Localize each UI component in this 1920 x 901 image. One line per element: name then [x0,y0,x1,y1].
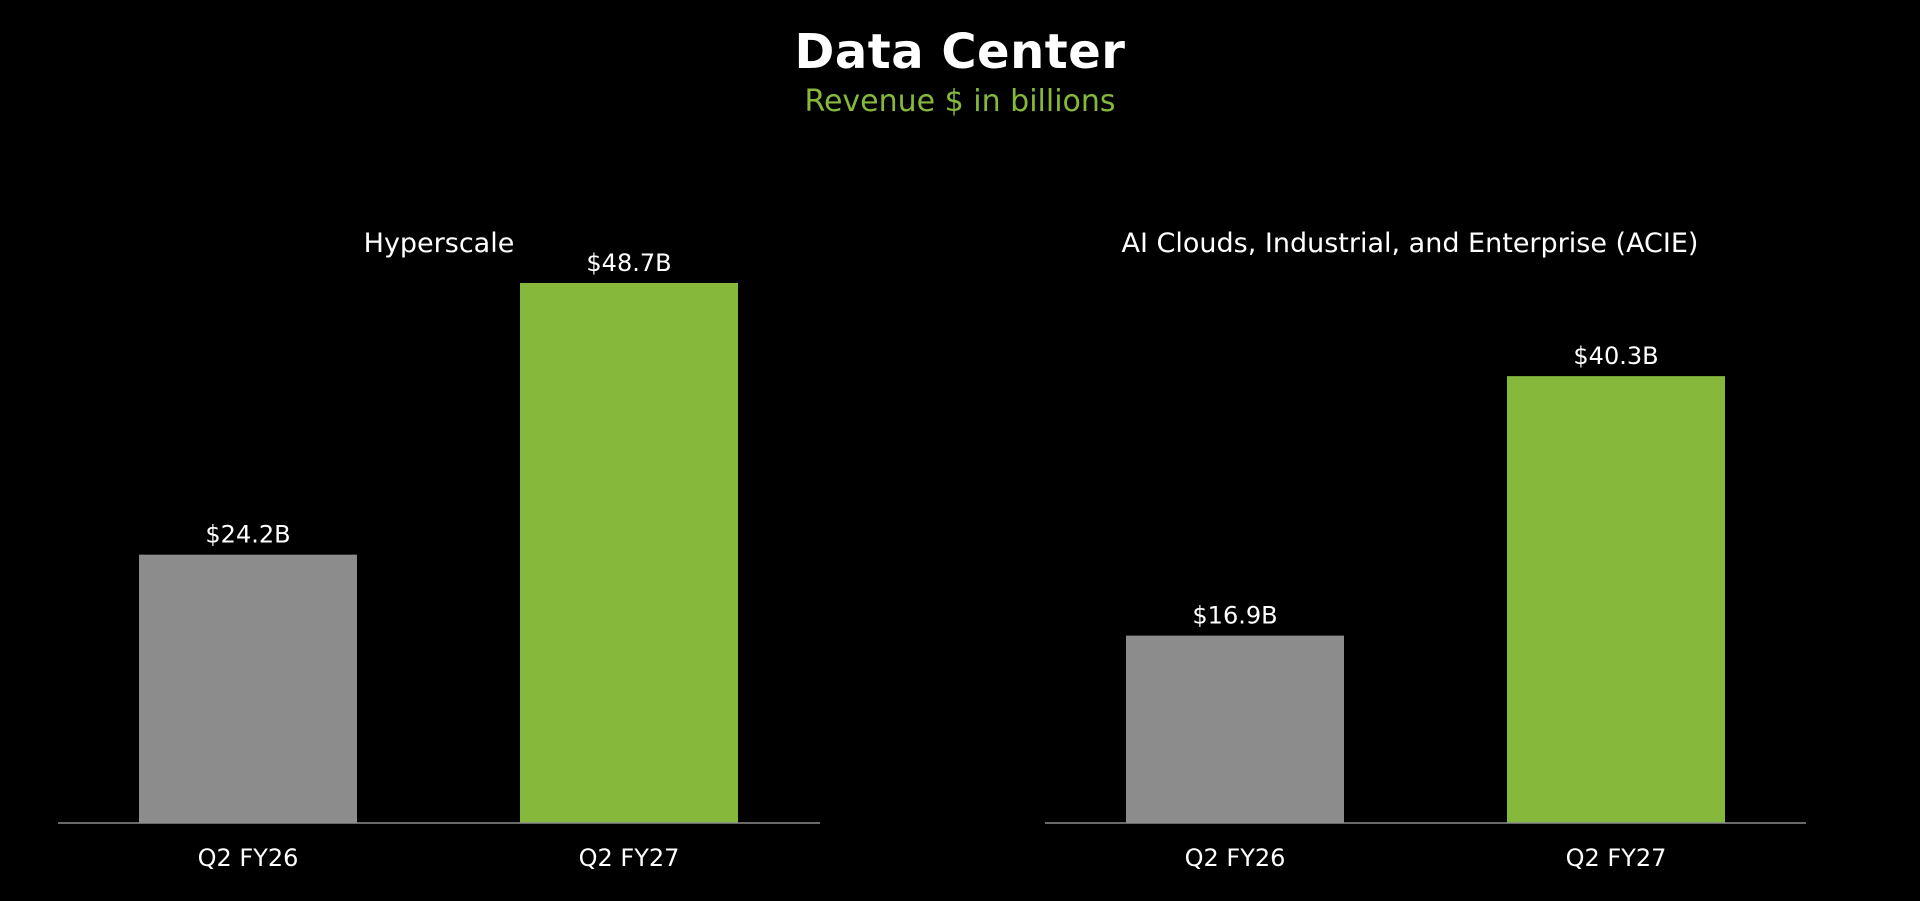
x-tick-label: Q2 FY26 [198,844,299,872]
bar-q2-fy27 [520,283,738,823]
x-tick-label: Q2 FY27 [1566,844,1667,872]
bar-q2-fy26 [139,554,357,823]
chart-panel-1: Hyperscale $24.2B Q2 FY26 $48.7B Q2 FY27 [58,228,820,872]
page-subtitle: Revenue $ in billions [804,84,1116,119]
x-tick-label: Q2 FY26 [1185,844,1286,872]
data-label: $48.7B [586,249,671,277]
data-label: $24.2B [205,521,290,549]
x-tick-label: Q2 FY27 [579,844,680,872]
bar-q2-fy26 [1126,635,1344,823]
panel-title: AI Clouds, Industrial, and Enterprise (A… [1122,228,1699,259]
data-label: $16.9B [1192,602,1277,630]
bar-q2-fy27 [1507,376,1725,823]
page-title: Data Center [794,24,1126,80]
data-label: $40.3B [1573,342,1658,370]
chart-panel-2: AI Clouds, Industrial, and Enterprise (A… [1045,228,1806,872]
panel-title: Hyperscale [364,228,515,259]
